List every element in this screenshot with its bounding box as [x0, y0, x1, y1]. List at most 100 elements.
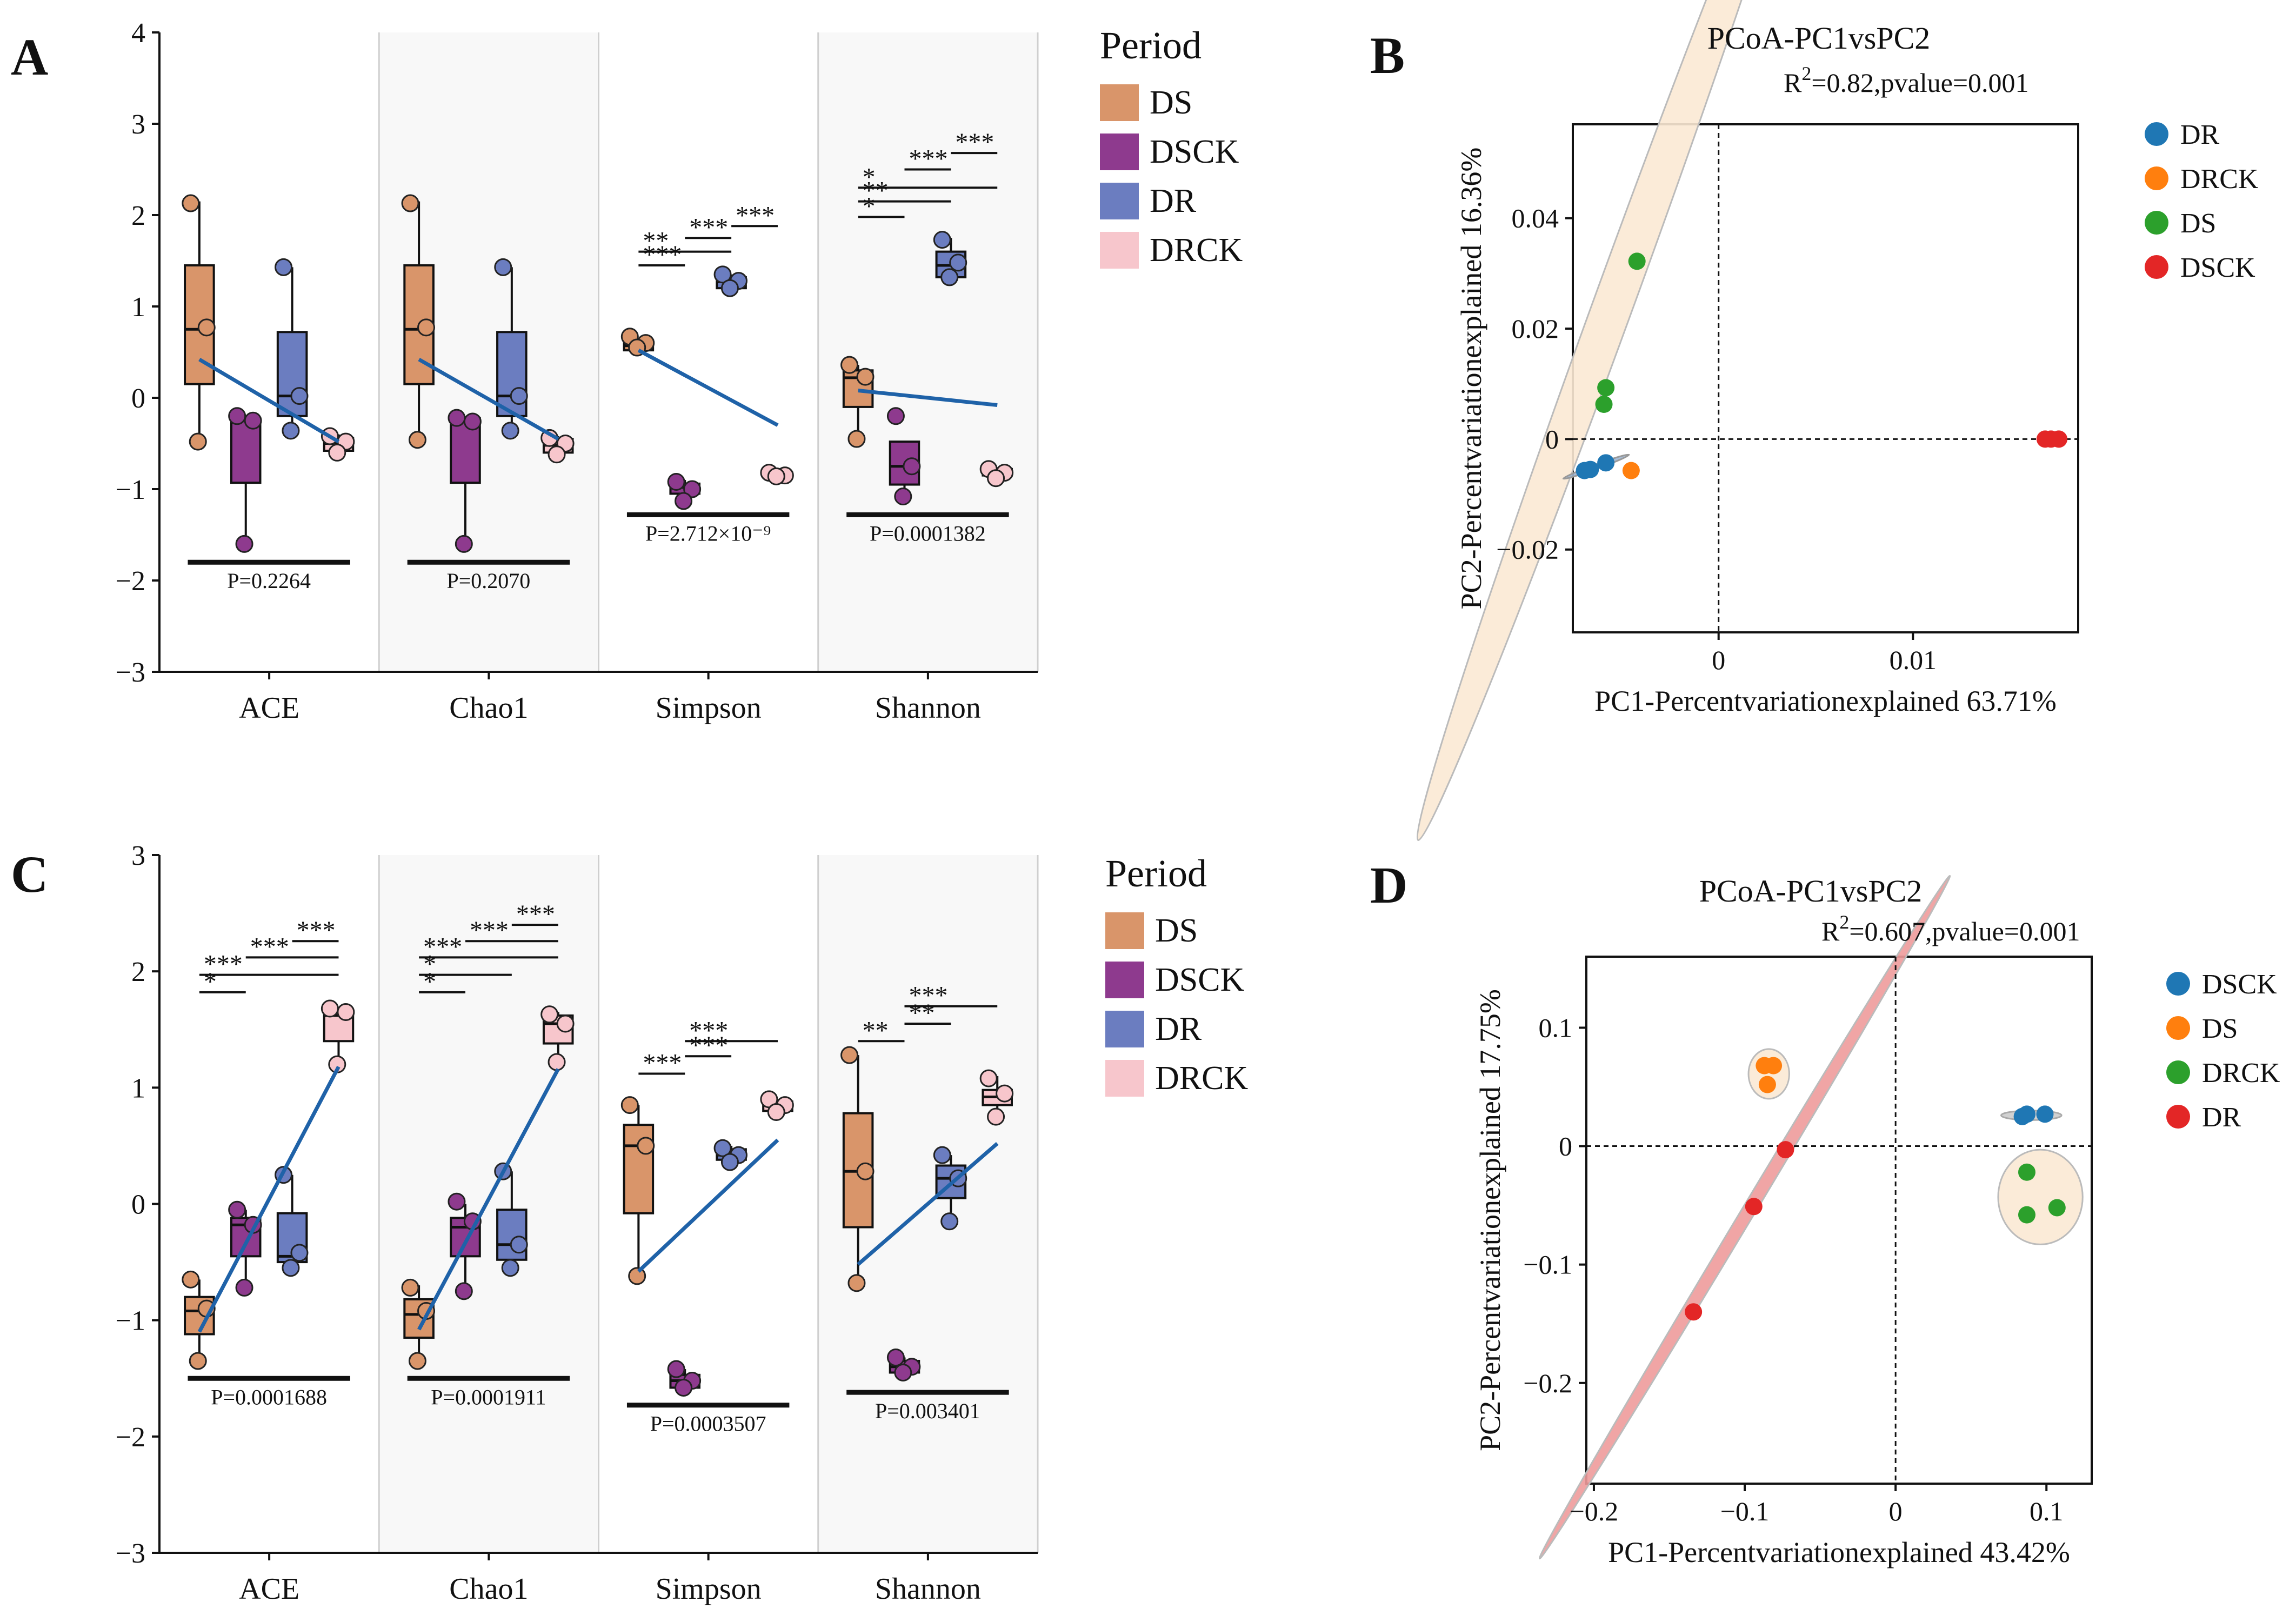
legend-label-dsck: DSCK [1150, 134, 1239, 170]
significance-label: *** [643, 1049, 682, 1078]
y-tick-label: 0 [131, 1190, 145, 1220]
data-point [628, 1267, 646, 1285]
point-dr [1777, 1141, 1794, 1159]
significance-label: * [423, 967, 436, 996]
panel-c-boxplot: −3−2−10123ACE**********P=0.0001688Chao1*… [116, 840, 1249, 1606]
y-tick-label: 4 [131, 18, 145, 49]
x-tick-label: Chao1 [449, 691, 528, 725]
point-drck [2048, 1199, 2066, 1217]
legend-swatch-dsck [1105, 962, 1144, 998]
y-tick-label: 2 [131, 201, 145, 231]
point-dr [1597, 454, 1615, 472]
significance-label: *** [643, 241, 682, 269]
legend-label-dsck: DSCK [1155, 962, 1245, 998]
legend-marker-drck [2145, 166, 2168, 190]
x-tick-label: ACE [239, 691, 299, 725]
x-tick-label: ACE [239, 1572, 299, 1606]
pvalue-label: P=0.0001382 [870, 521, 986, 545]
x-tick-label: Chao1 [449, 1572, 528, 1606]
point-ds [1765, 1057, 1783, 1074]
significance-label: *** [423, 932, 462, 961]
legend-marker-ds [2166, 1016, 2190, 1040]
x-tick-label: 0.01 [1890, 645, 1937, 675]
ellipse-dr [1538, 875, 1951, 1560]
data-point [903, 457, 921, 476]
trend-line [858, 388, 998, 408]
data-point [949, 253, 967, 272]
data-point [940, 268, 959, 286]
data-point [979, 1069, 998, 1087]
pvalue-label: P=0.0001688 [211, 1385, 327, 1409]
data-point [940, 1212, 959, 1231]
significance-label: *** [204, 950, 243, 979]
y-tick-label: 0 [1559, 1131, 1572, 1162]
significance-label: *** [470, 916, 509, 945]
legend-swatch-ds [1100, 84, 1139, 121]
data-point [282, 1259, 300, 1277]
data-point [767, 467, 785, 485]
legend-title: Period [1100, 24, 1202, 67]
data-point [720, 279, 739, 297]
y-tick-label: 3 [131, 840, 145, 871]
y-tick-label: −3 [116, 657, 145, 688]
trend-line [418, 357, 559, 441]
data-point [713, 265, 732, 284]
data-point [455, 535, 473, 553]
point-dsck [2018, 1105, 2035, 1123]
y-tick-label: −0.02 [1496, 535, 1559, 565]
data-point [510, 387, 528, 405]
data-point [501, 422, 519, 440]
x-tick-label: Shannon [875, 691, 981, 725]
y-tick-label: 0.1 [1539, 1012, 1573, 1043]
data-point [328, 443, 346, 462]
plot-frame [1585, 956, 2093, 1485]
x-tick-label: Simpson [656, 691, 762, 725]
y-tick-label: 0 [1545, 424, 1559, 454]
data-point [720, 1153, 739, 1171]
y-tick-label: −0.2 [1523, 1368, 1572, 1398]
pvalue-label: P=2.712×10⁻⁹ [645, 521, 771, 545]
data-point [182, 1270, 200, 1289]
significance-label: * [863, 192, 876, 221]
data-point [548, 1053, 566, 1071]
data-point [886, 1349, 905, 1367]
trend-line [637, 349, 779, 427]
legend-label-dsck: DSCK [2180, 252, 2255, 283]
trend-line [417, 1068, 560, 1331]
data-point [933, 1146, 951, 1164]
data-point [987, 469, 1005, 488]
significance-label: *** [736, 201, 775, 230]
point-drck [2018, 1163, 2035, 1181]
point-ds [1758, 1076, 1776, 1093]
chart-title: PCoA-PC1vsPC2 [1707, 21, 1931, 56]
y-tick-label: 0 [131, 383, 145, 414]
data-point [275, 258, 293, 276]
legend-marker-dsck [2145, 255, 2168, 279]
x-tick-label: 0.1 [2030, 1496, 2064, 1526]
category-shade [379, 855, 599, 1553]
data-point [894, 488, 912, 506]
data-point [856, 1162, 875, 1180]
data-point [933, 231, 951, 249]
data-point [337, 1003, 355, 1021]
data-point [675, 1378, 693, 1397]
y-tick-label: −1 [116, 475, 145, 505]
stat-superscript: 2 [1801, 63, 1811, 84]
legend-marker-dsck [2166, 972, 2190, 996]
point-dsck [2050, 430, 2068, 448]
significance-label: ** [643, 227, 669, 256]
pvalue-label: P=0.0003507 [650, 1412, 766, 1436]
legend-swatch-drck [1105, 1060, 1144, 1097]
stat-annotation: R2=0.82,pvalue=0.001 [1784, 63, 2029, 98]
data-point [540, 1005, 559, 1024]
legend-label-drck: DRCK [1155, 1060, 1248, 1097]
data-point [886, 407, 905, 425]
legend-label-dsck: DSCK [2202, 969, 2277, 1000]
data-point [197, 318, 216, 337]
data-point [189, 1352, 207, 1370]
stat-text: =0.82,pvalue=0.001 [1811, 68, 2028, 98]
significance-label: * [204, 967, 217, 996]
panel-a-boxplot: −3 −2 −1 0 1 2 3 4 ACE P=0.2264 Chao1 P=0.2070 Simps… [116, 18, 1243, 725]
data-point [408, 431, 426, 449]
chart-title: PCoA-PC1vsPC2 [1699, 873, 1923, 909]
